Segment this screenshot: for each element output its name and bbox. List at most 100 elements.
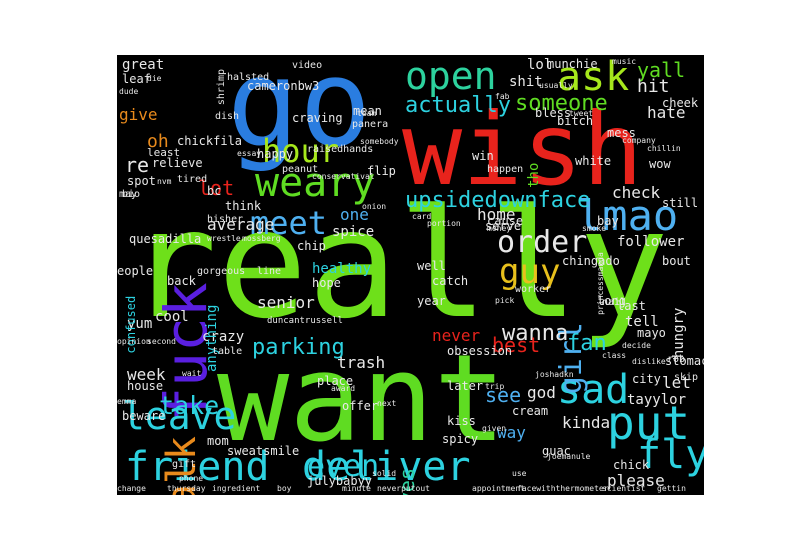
word-chick: chick xyxy=(613,458,650,472)
word-team: team xyxy=(357,109,377,118)
word-wow: wow xyxy=(649,157,671,171)
word-cream: cream xyxy=(512,404,549,418)
word-nvm: nvm xyxy=(157,177,172,186)
word-phone: phone xyxy=(179,474,204,483)
word-die: die xyxy=(147,74,162,83)
word-really: really xyxy=(127,178,669,352)
word-julybabyy: julybabyy xyxy=(307,474,373,488)
word-princessmanda: princessmanda xyxy=(596,252,605,315)
word-conservatival: conservatival xyxy=(312,172,375,181)
word-actually: actually xyxy=(405,93,511,118)
word-year: year xyxy=(417,294,446,308)
word-deliver: deliver xyxy=(302,444,471,490)
word-emma: emma xyxy=(117,397,137,406)
word-tho: tho xyxy=(526,162,542,188)
word-shrimp: shrimp xyxy=(216,69,227,106)
word-panera: panera xyxy=(352,119,389,130)
word-change: change xyxy=(117,484,146,493)
word-order: order xyxy=(497,225,588,260)
word-friend: friend xyxy=(125,444,270,490)
word-shit: shit xyxy=(509,74,543,90)
word-opinion: opinion xyxy=(117,337,151,346)
word-essay: essay xyxy=(237,149,262,158)
word-dish: dish xyxy=(215,111,240,122)
word-check: check xyxy=(612,183,661,202)
word-wish: wish xyxy=(402,91,643,208)
word-nail: nail xyxy=(602,297,627,308)
word-please: please xyxy=(607,471,665,490)
word-chip: chip xyxy=(297,239,326,253)
word-ingredient: ingredient xyxy=(212,484,261,493)
word-fly: fly xyxy=(637,432,704,478)
word-gettin: gettin xyxy=(657,484,686,493)
word-house: house xyxy=(127,379,164,393)
word-even: even xyxy=(307,449,380,484)
word-back: back xyxy=(167,274,196,288)
word-use: use xyxy=(512,469,527,478)
word-joshadkn: joshadkn xyxy=(535,370,574,379)
word-quesadilla: quesadilla xyxy=(129,232,202,246)
word-see: see xyxy=(485,383,522,407)
word-worker: worker xyxy=(515,284,552,295)
word-obsession: obsession xyxy=(447,344,513,358)
word-decide: decide xyxy=(622,341,651,350)
word-yum: yum xyxy=(127,316,153,332)
word-kinda: kinda xyxy=(562,413,611,432)
word-lot: lot xyxy=(198,176,235,200)
word-god: god xyxy=(527,383,556,402)
word-happy: happy xyxy=(257,147,294,161)
word-bio: bio xyxy=(122,189,141,200)
word-boy: boy xyxy=(277,484,292,493)
word-mean: mean xyxy=(353,104,382,118)
word-well: well xyxy=(417,259,446,273)
word-great: great xyxy=(122,57,165,73)
word-somebody: somebody xyxy=(360,137,399,146)
word-wait: wait xyxy=(182,369,202,378)
word-open: open xyxy=(405,55,497,98)
word-fan: fan xyxy=(567,331,607,356)
word-facewiththermometer: facewiththermometer xyxy=(517,484,609,493)
word-rob: rob xyxy=(667,354,686,365)
word-chingado: chingado xyxy=(562,254,620,268)
word-relieve: relieve xyxy=(152,156,203,170)
word-hungry: hungry xyxy=(671,307,687,359)
word-duncantrussell: duncantrussell xyxy=(267,316,343,326)
word-let: let xyxy=(662,373,691,392)
word-gorgeous: gorgeous xyxy=(197,266,246,277)
word-munchie: munchie xyxy=(547,57,598,71)
word-average: average xyxy=(207,215,275,234)
word-usually: usually xyxy=(539,81,573,90)
word-healthy: healthy xyxy=(312,261,372,277)
word-peanut: peanut xyxy=(282,164,319,175)
word-chickfila: chickfila xyxy=(177,134,243,148)
word-think: think xyxy=(225,199,262,213)
word-next: next xyxy=(377,399,397,408)
word-kiss: kiss xyxy=(447,414,476,428)
word-tired: tired xyxy=(177,174,208,185)
word-offer: offer xyxy=(342,399,379,413)
word-ask: ask xyxy=(557,55,630,100)
word-bless: bless xyxy=(535,106,572,120)
word-trash: trash xyxy=(337,353,386,372)
word-bc: bc xyxy=(207,184,222,198)
word-eople: eople xyxy=(117,264,154,278)
word-given: given xyxy=(482,424,507,433)
word-way: way xyxy=(497,423,526,442)
word-table: table xyxy=(212,346,243,357)
word-spicy: spicy xyxy=(442,432,479,446)
word-city: city xyxy=(632,372,661,386)
word-halsted: halsted xyxy=(227,72,270,83)
word-cloud-canvas: really want go wish fuck weary lmao friend deliv… xyxy=(117,55,704,495)
word-bay: bay xyxy=(597,214,619,228)
word-catch: catch xyxy=(432,274,469,288)
word-tell: tell xyxy=(625,314,659,330)
word-bout: bout xyxy=(662,254,691,268)
word-second: second xyxy=(147,337,176,346)
word-thursday: thursday xyxy=(167,484,206,493)
word-guac: guac xyxy=(542,444,571,458)
word-mayo: mayo xyxy=(637,326,666,340)
word-class: class xyxy=(602,351,627,360)
word-hate: hate xyxy=(647,103,686,122)
word-win: win xyxy=(472,149,494,163)
word-beware: beware xyxy=(122,409,166,423)
